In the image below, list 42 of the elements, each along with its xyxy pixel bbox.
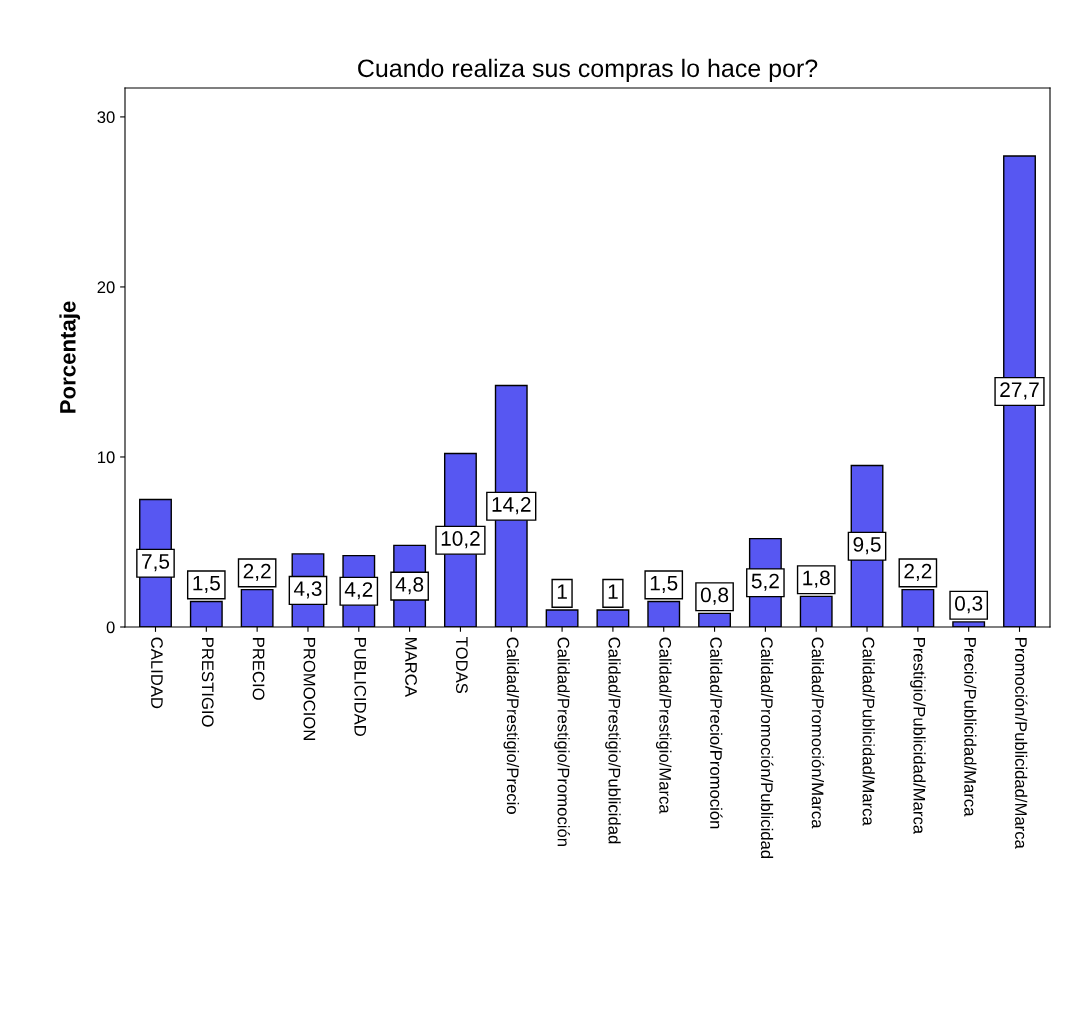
x-tick-label: PRECIO: [252, 638, 265, 700]
y-tick-label: 20: [97, 281, 115, 294]
x-tick-label: Calidad/Prestigio/Precio: [503, 637, 520, 814]
data-label: 2,2: [904, 563, 932, 581]
x-tick-label: CALIDAD: [151, 637, 163, 709]
x-tick-label: Calidad/Precio/Promoción: [710, 637, 723, 829]
y-axis-title: Porcentaje: [59, 301, 81, 413]
data-label: 1: [557, 584, 567, 599]
data-label: 0,3: [955, 596, 983, 614]
data-label: 1: [608, 584, 618, 599]
data-label: 5,2: [751, 573, 779, 591]
data-label: 4,8: [395, 577, 424, 595]
data-label: 0,8: [700, 587, 729, 605]
data-label: 10,2: [441, 531, 480, 549]
data-label: 4,2: [344, 582, 373, 600]
data-label: 4,3: [293, 581, 322, 599]
x-tick-label: Precio/Publicidad/Marca: [964, 638, 977, 817]
x-tick-label: Promoción/Publicidad/Marca: [1015, 638, 1028, 849]
x-tick-label: Calidad/Publicidad/Marca: [862, 637, 875, 826]
data-label: 27,7: [1000, 382, 1039, 400]
data-label: 1,8: [803, 570, 830, 588]
x-tick-label: PRESTIGIO: [201, 638, 214, 727]
x-tick-label: Calidad/Promoción/Marca: [811, 637, 825, 829]
x-tick-label: Calidad/Prestigio/Marca: [655, 637, 672, 814]
data-label: 9,5: [853, 537, 881, 555]
data-label: 14,2: [492, 497, 531, 515]
x-tick-label: TODAS: [455, 637, 468, 694]
chart-title: Cuando realiza sus compras lo hace por?: [358, 58, 818, 83]
y-tick-label: 10: [98, 451, 115, 464]
x-tick-label: MARCA: [405, 638, 417, 697]
y-tick-label: 30: [97, 111, 115, 124]
data-label: 1,5: [193, 575, 220, 593]
x-tick-label: PUBLICIDAD: [354, 638, 367, 736]
x-tick-label: Prestigio/Publicidad/Marca: [910, 638, 926, 835]
x-tick-label: Calidad/Promoción/Publicidad: [760, 637, 774, 858]
y-tick-label: 0: [106, 621, 115, 634]
data-label: 7,5: [142, 554, 170, 572]
x-tick-label: Calidad/Prestigio/Promoción: [554, 637, 570, 846]
data-label: 1,5: [650, 575, 678, 593]
data-label: 2,2: [243, 563, 271, 581]
x-tick-label: Calidad/Prestigio/Publicidad: [605, 637, 621, 844]
x-tick-label: PROMOCION: [303, 638, 316, 740]
